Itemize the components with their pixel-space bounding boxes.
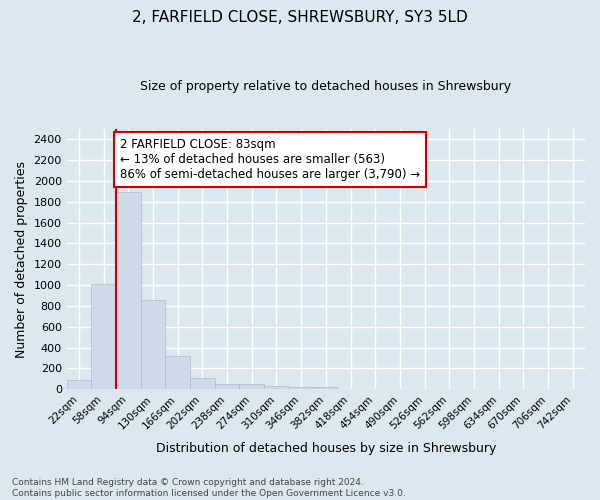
Bar [141,300,166,389]
Text: 2, FARFIELD CLOSE, SHREWSBURY, SY3 5LD: 2, FARFIELD CLOSE, SHREWSBURY, SY3 5LD [132,10,468,25]
Bar [91,284,116,389]
Bar [116,192,141,389]
Text: Contains HM Land Registry data © Crown copyright and database right 2024.
Contai: Contains HM Land Registry data © Crown c… [12,478,406,498]
Bar [215,384,239,389]
X-axis label: Distribution of detached houses by size in Shrewsbury: Distribution of detached houses by size … [155,442,496,455]
Bar [313,387,338,389]
Bar [289,387,313,389]
Bar [264,386,289,389]
Bar [67,380,91,389]
Title: Size of property relative to detached houses in Shrewsbury: Size of property relative to detached ho… [140,80,511,93]
Text: 2 FARFIELD CLOSE: 83sqm
← 13% of detached houses are smaller (563)
86% of semi-d: 2 FARFIELD CLOSE: 83sqm ← 13% of detache… [120,138,420,182]
Y-axis label: Number of detached properties: Number of detached properties [15,160,28,358]
Bar [239,384,264,389]
Bar [190,378,215,389]
Bar [166,356,190,389]
